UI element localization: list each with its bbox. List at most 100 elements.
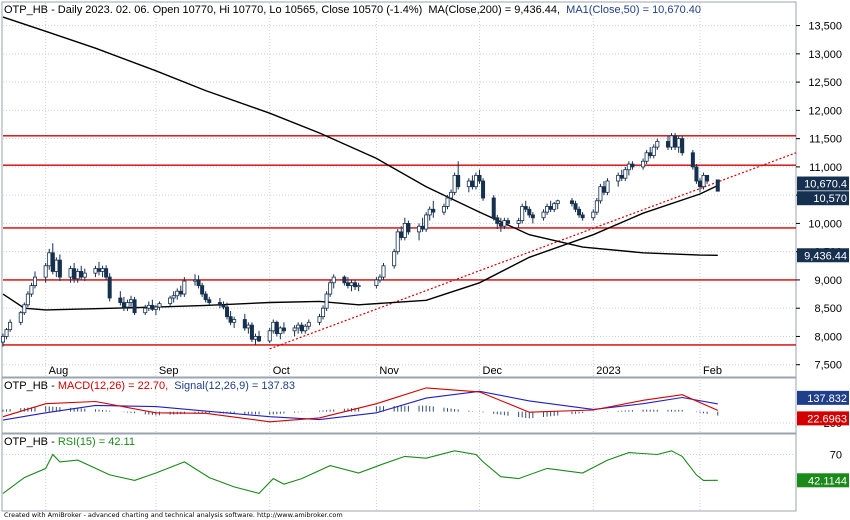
candle-body	[242, 319, 247, 329]
candle-body	[225, 306, 230, 318]
candle-body	[79, 271, 84, 278]
footer-credit: Created with AmiBroker - advanced charti…	[4, 511, 343, 519]
candle-body	[676, 138, 681, 148]
ma200-value-badge: 9,436.44	[804, 250, 847, 262]
candle-body	[377, 276, 382, 281]
candle-body	[626, 163, 631, 171]
rsi-line	[2, 450, 718, 495]
candle-body	[669, 135, 674, 148]
rsi-value-badge: 42.1144	[808, 475, 847, 487]
candle-body	[495, 217, 500, 224]
rsi-pane-frame	[1, 433, 797, 512]
candle-body	[118, 297, 123, 303]
pane-frames	[1, 1, 797, 512]
candle-body	[146, 304, 151, 309]
macd-symbol: OTP_HB	[4, 380, 48, 392]
candle-body	[18, 312, 23, 323]
candle-body	[498, 223, 503, 227]
candle-body	[267, 330, 272, 342]
candle-body	[577, 208, 582, 216]
candle-body	[473, 174, 478, 188]
candle-body	[50, 252, 55, 272]
candle-body	[353, 282, 358, 288]
candle-body	[402, 223, 407, 238]
price-tick-label: 12,000	[808, 105, 842, 117]
candle-body	[427, 208, 432, 216]
candle-body	[232, 319, 237, 323]
candle-body	[470, 180, 475, 188]
candle-body	[107, 276, 112, 299]
candle-body	[630, 163, 635, 168]
candle-body	[502, 220, 507, 227]
candle-body	[292, 327, 297, 332]
candle-body	[417, 225, 422, 233]
candle-body	[481, 180, 486, 199]
candle-body	[281, 327, 286, 332]
candle-body	[193, 279, 198, 282]
price-tick-label: 12,500	[808, 77, 842, 89]
candle-body	[591, 211, 596, 219]
candle-body	[541, 211, 546, 219]
candle-body	[321, 307, 326, 318]
candle-body	[527, 208, 532, 216]
horizontal-levels	[3, 135, 796, 346]
candle-body	[8, 321, 13, 331]
ma50-value-badge: 10,670.4	[804, 179, 847, 191]
candle-body	[143, 307, 148, 314]
candle-body	[491, 197, 496, 219]
candle-body	[580, 214, 585, 219]
candle-body	[33, 276, 38, 286]
candle-body	[274, 321, 279, 335]
ma200-label: MA(Close,200) = 9,436.44,	[428, 4, 560, 16]
moving-average-line	[2, 184, 719, 311]
candle-body	[246, 324, 251, 329]
candle-body	[623, 169, 628, 179]
price-tick-label: 7,500	[814, 360, 842, 372]
signal-label: Signal(12,26,9) = 137.83	[174, 380, 295, 392]
candle-body	[303, 325, 308, 332]
candle-body	[420, 225, 425, 230]
candle-body	[655, 141, 660, 148]
candle-body	[207, 299, 212, 303]
candle-body	[345, 282, 350, 286]
candle-body	[466, 180, 471, 188]
candle-body	[520, 206, 525, 221]
candle-body	[125, 302, 130, 308]
price-tick-label: 10,000	[808, 218, 842, 230]
date-tick-label: 2023	[596, 365, 620, 377]
candle-body	[175, 290, 180, 297]
candle-body	[441, 206, 446, 213]
candle-body	[406, 223, 411, 233]
candle-body	[573, 203, 578, 210]
candle-body	[523, 206, 528, 210]
price-tick-label: 11,000	[809, 162, 842, 174]
ma50-label: MA1(Close,50) = 10,670.40	[566, 4, 701, 16]
candle-body	[168, 297, 173, 305]
ma50-value-badge-bg	[797, 176, 849, 191]
rsi-label: RSI(15) = 42.11	[58, 436, 135, 448]
candle-body	[306, 321, 311, 327]
macd-value-badge: 22.6963	[807, 413, 847, 425]
candle-body	[296, 324, 301, 329]
date-tick-label: Feb	[703, 365, 722, 377]
candle-body	[356, 285, 361, 288]
candle-body	[299, 324, 304, 332]
moving-averages	[2, 16, 719, 311]
candle-body	[54, 259, 59, 272]
rsi-pane	[2, 450, 718, 495]
date-tick-label: Sep	[159, 365, 179, 377]
candle-body	[694, 166, 699, 182]
candle-body	[395, 231, 400, 253]
macd-value-badge-bg	[797, 411, 849, 426]
candle-body	[690, 152, 695, 168]
candle-body	[619, 174, 624, 179]
value-badges: 10,670.4 10,570 9,436.44 137.832 22.6963 42.1…	[797, 176, 849, 488]
macd-pane-title: OTP_HB - MACD(12,26) = 22.70, Signal(12,…	[4, 380, 295, 392]
candle-body	[605, 180, 610, 193]
candle-body	[516, 220, 521, 224]
candle-body	[705, 174, 710, 182]
candle-body	[43, 265, 48, 278]
candle-body	[328, 282, 333, 295]
candle-body	[598, 186, 603, 202]
candle-body	[100, 268, 105, 272]
